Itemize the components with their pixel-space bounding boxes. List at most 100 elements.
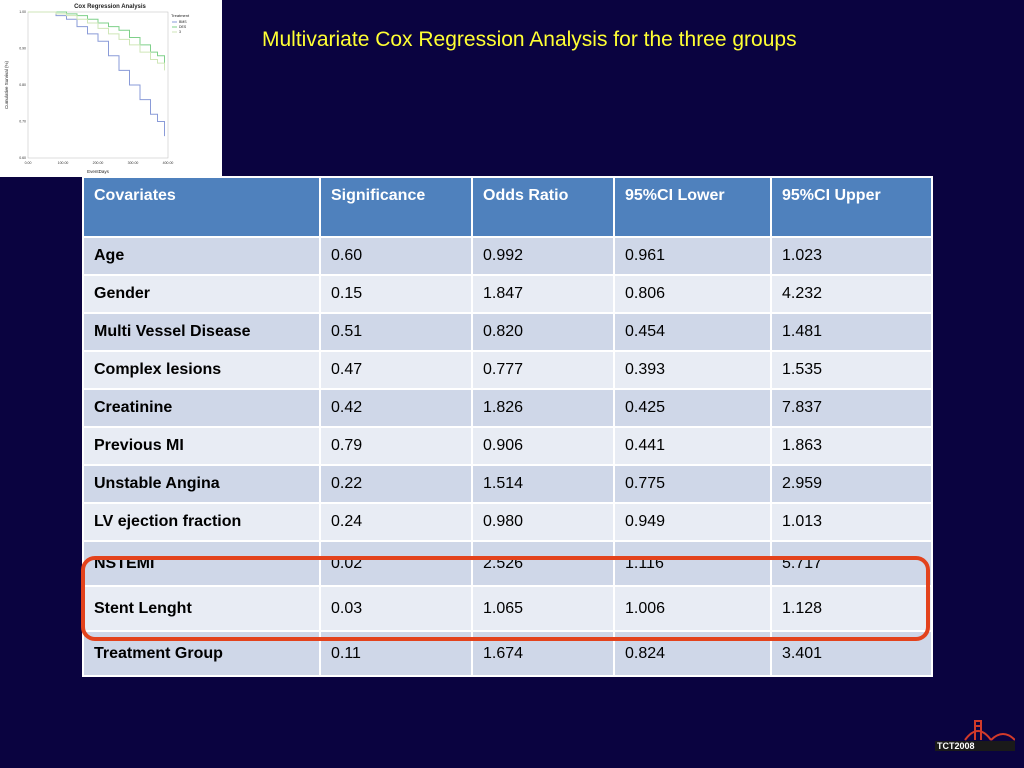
table-row: Multi Vessel Disease 0.51 0.820 0.454 1.481 — [82, 312, 933, 352]
odds-ratio-cell: 0.820 — [471, 312, 615, 352]
y-tick-label: 0.80 — [19, 83, 26, 87]
bridge-icon: TCT2008 — [935, 720, 1016, 751]
odds-ratio-cell: 1.826 — [471, 388, 615, 428]
x-tick-label: 0.00 — [25, 161, 32, 165]
header-significance: Significance — [319, 176, 473, 238]
ci-upper-cell: 1.023 — [770, 236, 933, 276]
covariate-cell: Previous MI — [82, 426, 321, 466]
header-covariates: Covariates — [82, 176, 321, 238]
table-row: Complex lesions 0.47 0.777 0.393 1.535 — [82, 350, 933, 390]
significance-cell: 0.03 — [319, 585, 473, 632]
covariate-cell: Stent Lenght — [82, 585, 321, 632]
header-odds-ratio: Odds Ratio — [471, 176, 615, 238]
legend-entry: BMS — [179, 20, 187, 24]
significance-cell: 0.02 — [319, 540, 473, 587]
covariate-cell: LV ejection fraction — [82, 502, 321, 542]
covariate-cell: Creatinine — [82, 388, 321, 428]
odds-ratio-cell: 2.526 — [471, 540, 615, 587]
ci-upper-cell: 1.863 — [770, 426, 933, 466]
covariate-cell: Age — [82, 236, 321, 276]
header-ci-upper: 95%CI Upper — [770, 176, 933, 238]
table-row: Previous MI 0.79 0.906 0.441 1.863 — [82, 426, 933, 466]
ci-upper-cell: 7.837 — [770, 388, 933, 428]
ci-upper-cell: 1.481 — [770, 312, 933, 352]
ci-lower-cell: 0.454 — [613, 312, 772, 352]
ci-upper-cell: 1.128 — [770, 585, 933, 632]
series-line-des — [28, 11, 165, 64]
significance-cell: 0.60 — [319, 236, 473, 276]
significance-cell: 0.51 — [319, 312, 473, 352]
ci-lower-cell: 0.961 — [613, 236, 772, 276]
covariate-cell: Gender — [82, 274, 321, 314]
covariate-cell: Multi Vessel Disease — [82, 312, 321, 352]
significance-cell: 0.15 — [319, 274, 473, 314]
legend-title: Treatment — [171, 13, 190, 18]
table-row: Stent Lenght 0.03 1.065 1.006 1.128 — [82, 585, 933, 632]
table-row: Unstable Angina 0.22 1.514 0.775 2.959 — [82, 464, 933, 504]
odds-ratio-cell: 0.992 — [471, 236, 615, 276]
x-tick-label: 200.00 — [93, 161, 104, 165]
odds-ratio-cell: 1.674 — [471, 630, 615, 677]
slide-title: Multivariate Cox Regression Analysis for… — [262, 28, 797, 51]
ci-lower-cell: 0.824 — [613, 630, 772, 677]
ci-upper-cell: 4.232 — [770, 274, 933, 314]
significance-cell: 0.47 — [319, 350, 473, 390]
table-row: LV ejection fraction 0.24 0.980 0.949 1.013 — [82, 502, 933, 542]
survival-chart: Cox Regression Analysis EventDays Cumulati… — [4, 4, 190, 174]
series-line-bms — [28, 11, 165, 137]
x-tick-label: 400.00 — [163, 161, 174, 165]
y-tick-label: 0.60 — [19, 156, 26, 160]
significance-cell: 0.42 — [319, 388, 473, 428]
tct-logo: TCT2008 — [935, 718, 1016, 752]
covariate-cell: Treatment Group — [82, 630, 321, 677]
significance-cell: 0.22 — [319, 464, 473, 504]
x-tick-label: 300.00 — [128, 161, 139, 165]
odds-ratio-cell: 0.906 — [471, 426, 615, 466]
ci-lower-cell: 0.425 — [613, 388, 772, 428]
ci-lower-cell: 0.949 — [613, 502, 772, 542]
logo-text: TCT2008 — [937, 741, 975, 751]
table-row: Age 0.60 0.992 0.961 1.023 — [82, 236, 933, 276]
ci-lower-cell: 1.116 — [613, 540, 772, 587]
ci-upper-cell: 3.401 — [770, 630, 933, 677]
significance-cell: 0.79 — [319, 426, 473, 466]
y-tick-label: 0.90 — [19, 47, 26, 51]
covariate-cell: Complex lesions — [82, 350, 321, 390]
ci-lower-cell: 0.775 — [613, 464, 772, 504]
odds-ratio-cell: 1.847 — [471, 274, 615, 314]
chart-title: Cox Regression Analysis — [74, 4, 146, 10]
odds-ratio-cell: 0.777 — [471, 350, 615, 390]
series-line-3 — [28, 11, 165, 71]
table-header-row: Covariates Significance Odds Ratio 95%CI… — [82, 176, 933, 238]
table-row: Treatment Group 0.11 1.674 0.824 3.401 — [82, 630, 933, 677]
legend-entry: DES — [179, 25, 187, 29]
table-row: Gender 0.15 1.847 0.806 4.232 — [82, 274, 933, 314]
cox-regression-table: Covariates Significance Odds Ratio 95%CI… — [82, 176, 933, 677]
legend-entry: 3 — [179, 30, 181, 34]
header-ci-lower: 95%CI Lower — [613, 176, 772, 238]
plot-frame — [27, 11, 169, 159]
odds-ratio-cell: 0.980 — [471, 502, 615, 542]
y-tick-label: 1.00 — [19, 10, 26, 14]
ci-upper-cell: 1.535 — [770, 350, 933, 390]
ci-lower-cell: 0.393 — [613, 350, 772, 390]
x-axis-label: EventDays — [87, 169, 110, 174]
significance-cell: 0.11 — [319, 630, 473, 677]
ci-lower-cell: 0.806 — [613, 274, 772, 314]
x-tick-label: 100.00 — [58, 161, 69, 165]
ci-upper-cell: 5.717 — [770, 540, 933, 587]
ci-lower-cell: 1.006 — [613, 585, 772, 632]
ci-upper-cell: 2.959 — [770, 464, 933, 504]
ci-upper-cell: 1.013 — [770, 502, 933, 542]
covariate-cell: Unstable Angina — [82, 464, 321, 504]
y-tick-label: 0.70 — [19, 120, 26, 124]
significance-cell: 0.24 — [319, 502, 473, 542]
table-row: NSTEMI 0.02 2.526 1.116 5.717 — [82, 540, 933, 587]
ci-lower-cell: 0.441 — [613, 426, 772, 466]
covariate-cell: NSTEMI — [82, 540, 321, 587]
survival-chart-thumbnail: Cox Regression Analysis EventDays Cumulati… — [0, 0, 222, 177]
y-axis-label: Cumulative Survival (%) — [4, 60, 9, 109]
odds-ratio-cell: 1.514 — [471, 464, 615, 504]
table-row: Creatinine 0.42 1.826 0.425 7.837 — [82, 388, 933, 428]
odds-ratio-cell: 1.065 — [471, 585, 615, 632]
